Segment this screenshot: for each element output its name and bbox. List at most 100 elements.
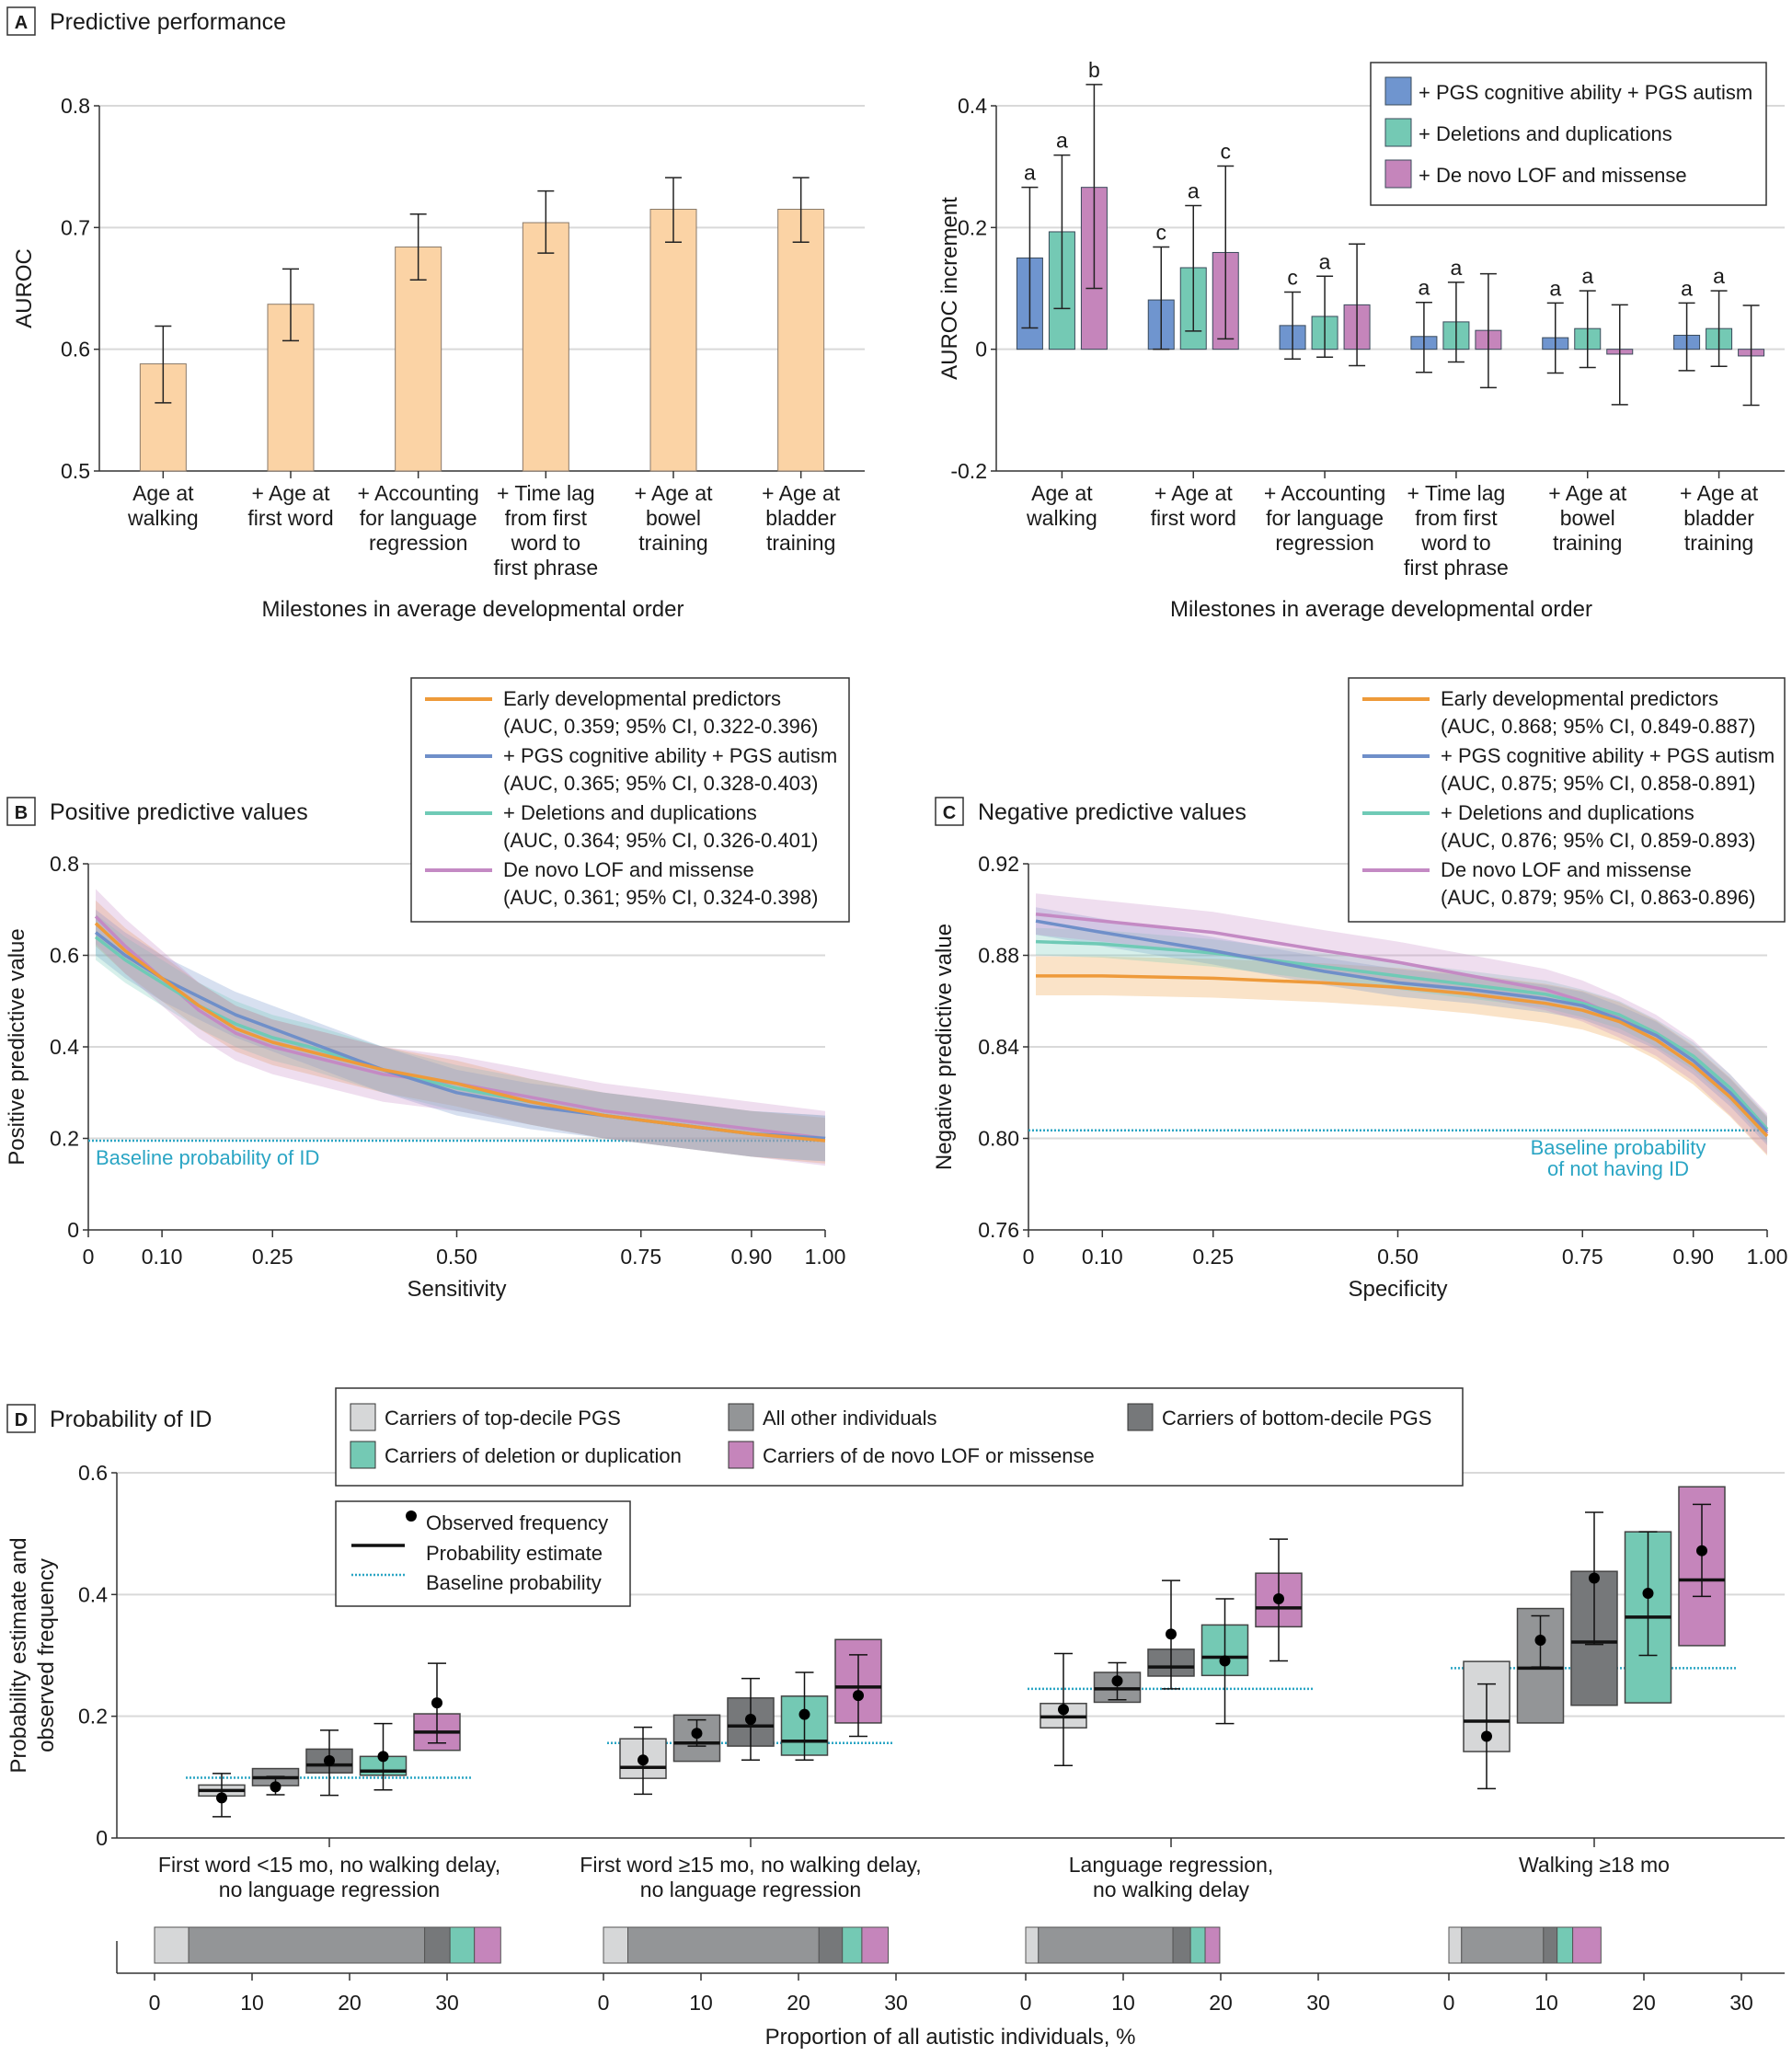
- y-tick-label: 0.2: [958, 215, 987, 239]
- x-tick-label: + Age at: [1680, 481, 1759, 505]
- y-tick-label: 0.4: [78, 1582, 108, 1606]
- panel-header-C: C Negative predictive values: [935, 797, 1246, 826]
- y-axis-label: Probability estimate and: [6, 1537, 31, 1773]
- panel-header-D: D Probability of ID: [6, 1404, 212, 1433]
- significance-annotation: a: [1581, 264, 1593, 288]
- x-tick-label: 0.75: [620, 1245, 661, 1269]
- bar: [522, 222, 569, 472]
- baseline-label: Baseline probability: [1531, 1136, 1706, 1159]
- legend-box: [410, 677, 850, 923]
- box-group: First word ≥15 mo, no walking delay,no l…: [580, 1638, 922, 1901]
- panel-title: Predictive performance: [50, 9, 286, 35]
- x-tick-label: bowel: [646, 506, 701, 530]
- legend-detail: (AUC, 0.365; 95% CI, 0.328-0.403): [503, 772, 818, 795]
- observed-frequency-dot: [1166, 1628, 1177, 1640]
- x-tick-label: Age at: [1031, 481, 1093, 505]
- x-tick-label: 30: [1306, 1991, 1330, 2015]
- y-tick-label: 0.88: [978, 944, 1019, 968]
- x-tick-label: word to: [511, 531, 580, 555]
- ci-band-pink: [1036, 893, 1767, 1154]
- series-line-orange: [94, 922, 826, 1143]
- legend-label: Observed frequency: [426, 1511, 608, 1534]
- y-tick-label: 0.6: [78, 1461, 108, 1485]
- proportion-segment: [154, 1926, 190, 1964]
- x-tick-label: bladder: [1683, 506, 1754, 530]
- series-line-blue: [1035, 919, 1769, 1133]
- key-legend: Observed frequency Probability estimate Ba…: [335, 1500, 631, 1607]
- significance-annotation: c: [1156, 221, 1167, 245]
- legend-label: All other individuals: [763, 1407, 937, 1430]
- legend-label: + Deletions and duplications: [1441, 801, 1694, 824]
- proportion-segment: [449, 1926, 476, 1964]
- x-tick-label: for language: [1266, 506, 1384, 530]
- panel-badge-letter: D: [15, 1410, 28, 1430]
- y-tick-label: 0.7: [61, 215, 90, 239]
- significance-annotation: a: [1451, 256, 1463, 280]
- x-tick-label: 0.25: [252, 1245, 293, 1269]
- y-axis-label: Negative predictive value: [932, 924, 957, 1170]
- legend-detail: (AUC, 0.876; 95% CI, 0.859-0.893): [1441, 829, 1755, 852]
- box-group: Walking ≥18 mo: [1451, 1486, 1738, 1877]
- group-label: Walking ≥18 mo: [1519, 1853, 1670, 1877]
- legend-box: [1348, 677, 1786, 923]
- group-label: no language regression: [640, 1878, 861, 1901]
- x-tick-label: + Age at: [251, 481, 330, 505]
- observed-frequency-dot: [1481, 1730, 1492, 1742]
- x-tick-label: first word: [247, 506, 333, 530]
- group-label: First word ≥15 mo, no walking delay,: [580, 1853, 921, 1877]
- x-tick-label: training: [1553, 531, 1622, 555]
- legend-box: [1370, 62, 1767, 206]
- proportion-strips: 0 10 20 30 0 10 20 30 0 10 20 30 0 10 20 30 Proportion o…: [116, 1926, 1785, 2050]
- x-axis-label: Specificity: [1348, 1277, 1447, 1302]
- y-tick-label: 0.4: [958, 94, 987, 118]
- panel-badge-letter: A: [15, 13, 28, 33]
- observed-frequency-dot: [324, 1754, 335, 1766]
- significance-annotation: b: [1088, 58, 1100, 82]
- x-tick-label: 0.50: [1377, 1245, 1419, 1269]
- proportion-segment: [1025, 1926, 1040, 1964]
- group-label: First word <15 mo, no walking delay,: [158, 1853, 500, 1877]
- legend-swatch: [1127, 1403, 1154, 1431]
- y-tick-label: 0.2: [78, 1705, 108, 1729]
- ci-band-blue: [96, 909, 825, 1162]
- legend-label: Early developmental predictors: [1441, 687, 1718, 710]
- proportion-segment: [1461, 1926, 1545, 1964]
- x-tick-label: 30: [884, 1991, 908, 2015]
- ci-band-teal: [96, 913, 825, 1162]
- legend: Early developmental predictors (AUC, 0.86…: [1348, 677, 1786, 923]
- observed-frequency-dot: [1696, 1545, 1707, 1556]
- x-tick-label: walking: [1026, 506, 1097, 530]
- legend-label: Carriers of top-decile PGS: [385, 1407, 621, 1430]
- group-label: no language regression: [219, 1878, 440, 1901]
- significance-annotation: a: [1056, 129, 1068, 153]
- x-tick-label: from first: [505, 506, 588, 530]
- panel-badge-box: [6, 6, 36, 36]
- x-tick-label: first word: [1151, 506, 1236, 530]
- panel-title: Negative predictive values: [978, 799, 1246, 825]
- x-tick-label: 0.90: [731, 1245, 773, 1269]
- legend-swatch: [350, 1403, 376, 1431]
- x-tick-label: + Accounting: [357, 481, 478, 505]
- x-tick-label: 0.75: [1562, 1245, 1603, 1269]
- y-tick-label: 0.80: [978, 1127, 1019, 1151]
- x-tick-label: + Age at: [1548, 481, 1627, 505]
- chart-d: 0 0.2 0.4 0.6 Probability estimate and observ…: [6, 1387, 1785, 2050]
- ci-band-teal: [1036, 927, 1767, 1143]
- x-tick-label: 30: [1729, 1991, 1753, 2015]
- x-tick-label: bowel: [1560, 506, 1615, 530]
- legend-label: Carriers of de novo LOF or missense: [763, 1444, 1095, 1467]
- x-tick-label: 0.50: [436, 1245, 477, 1269]
- legend-label: + De novo LOF and missense: [1419, 164, 1687, 187]
- observed-frequency-dot: [1111, 1675, 1123, 1687]
- bar: [777, 208, 825, 472]
- legend-swatch: [1384, 118, 1412, 147]
- panel-badge-letter: C: [943, 803, 956, 823]
- x-tick-label: 0.10: [1082, 1245, 1123, 1269]
- proportion-segment: [1557, 1926, 1574, 1964]
- x-tick-label: from first: [1415, 506, 1498, 530]
- x-tick-label: word to: [1420, 531, 1490, 555]
- baseline-label: of not having ID: [1547, 1157, 1689, 1180]
- x-tick-label: regression: [369, 531, 467, 555]
- y-tick-label: 0: [96, 1826, 108, 1850]
- panel-badge-letter: B: [15, 803, 28, 823]
